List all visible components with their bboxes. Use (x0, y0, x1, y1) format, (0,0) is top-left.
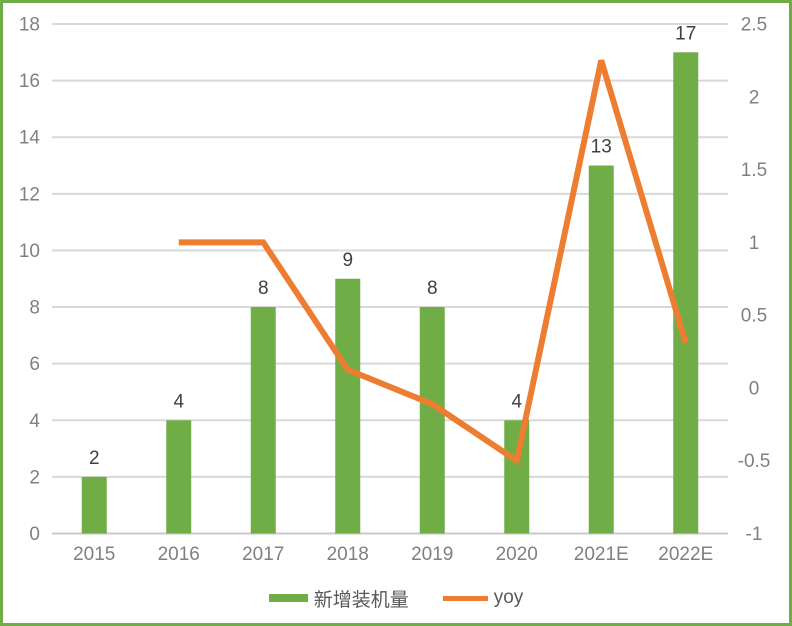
bar (81, 476, 107, 534)
bar-value-label: 13 (591, 137, 612, 158)
bar (504, 420, 530, 534)
right-axis-tick-label: 0.5 (741, 306, 767, 327)
right-axis-tick-label: -1 (746, 524, 763, 545)
bar (588, 165, 614, 534)
x-axis-category-label: 2020 (496, 544, 538, 565)
yoy-line (178, 59, 689, 466)
bar (335, 278, 361, 534)
left-axis-tick-label: 0 (29, 524, 40, 545)
left-axis-tick-label: 6 (29, 354, 40, 375)
left-axis-tick-label: 10 (19, 241, 40, 262)
line-series-label: yoy (493, 587, 524, 608)
left-axis-tick-label: 16 (19, 71, 40, 92)
bar-series-swatch-icon (268, 594, 308, 602)
left-axis-tick-label: 18 (19, 15, 40, 36)
x-axis-category-label: 2022E (658, 544, 713, 565)
chart-legend: 新增装机量 yoy (0, 584, 792, 612)
right-axis-tick-label: -0.5 (738, 451, 771, 472)
right-axis-tick-label: 0 (749, 378, 760, 399)
right-axis-tick-label: 1.5 (741, 160, 767, 181)
left-axis-tick-label: 12 (19, 184, 40, 205)
bar (250, 307, 276, 534)
line-series-swatch-icon (442, 595, 488, 601)
bar-value-label: 9 (342, 250, 353, 271)
bar (419, 307, 445, 534)
bar (673, 52, 699, 534)
x-axis-category-label: 2018 (327, 544, 369, 565)
right-axis-tick-label: 1 (749, 233, 760, 254)
left-axis-tick-label: 4 (29, 411, 40, 432)
x-axis-category-label: 2016 (158, 544, 200, 565)
x-axis-category-label: 2015 (73, 544, 115, 565)
bar-value-label: 8 (258, 278, 269, 299)
bar-value-label: 2 (89, 448, 100, 469)
left-axis-tick-label: 8 (29, 298, 40, 319)
bar-value-label: 4 (511, 391, 522, 412)
bar (166, 420, 192, 534)
legend-item-line: yoy (442, 587, 524, 609)
legend-item-bars: 新增装机量 (268, 585, 409, 612)
left-axis-tick-label: 14 (19, 128, 41, 149)
x-axis-category-label: 2017 (242, 544, 284, 565)
bar-value-label: 4 (173, 391, 184, 412)
right-axis-tick-label: 2 (749, 87, 760, 108)
right-axis-tick-label: 2.5 (741, 15, 767, 36)
left-axis-tick-label: 2 (29, 467, 40, 488)
x-axis-category-label: 2021E (574, 544, 629, 565)
bar-series-label: 新增装机量 (313, 589, 409, 611)
bar-value-label: 17 (675, 23, 696, 44)
bar-value-label: 8 (427, 278, 438, 299)
x-axis-category-label: 2019 (411, 544, 453, 565)
